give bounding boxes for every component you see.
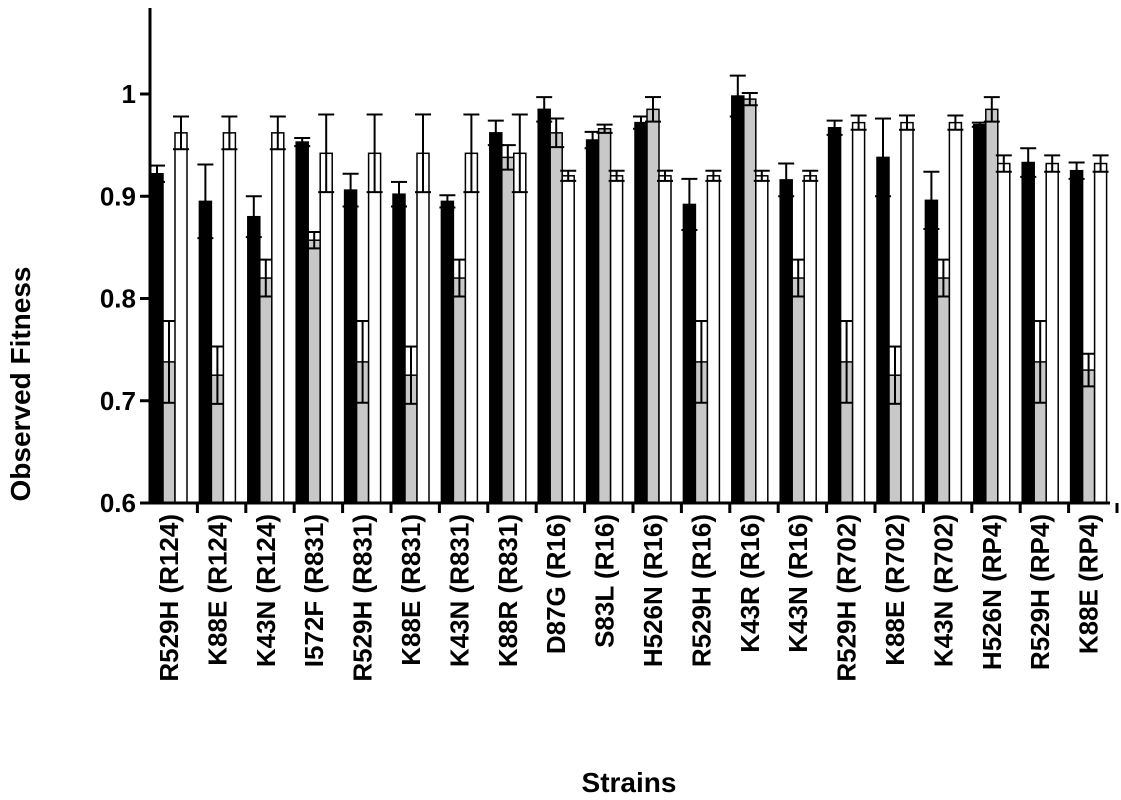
category-label: R529H (R831) xyxy=(348,514,378,682)
bar xyxy=(948,121,963,504)
bar xyxy=(658,175,672,504)
bar xyxy=(985,108,999,504)
category-label: R529H (R16) xyxy=(686,514,716,667)
bar xyxy=(1081,369,1096,504)
bar xyxy=(367,152,382,504)
bar xyxy=(259,277,273,504)
category-label: K43N (R831) xyxy=(444,514,474,667)
y-axis-title: Observed Fitness xyxy=(5,267,36,502)
bar xyxy=(1069,169,1084,504)
category-label: K88E (R702) xyxy=(880,514,910,666)
bar xyxy=(416,152,430,504)
bar xyxy=(174,132,188,504)
bar xyxy=(549,132,563,504)
category-label: K43R (R16) xyxy=(735,514,765,653)
bar xyxy=(779,179,793,504)
y-tick-label: 0.8 xyxy=(100,284,136,314)
y-tick-label: 0.6 xyxy=(100,488,136,518)
bar xyxy=(150,173,164,504)
bar xyxy=(1045,162,1059,504)
bar xyxy=(755,175,769,504)
bar xyxy=(295,141,309,504)
y-tick-label: 1 xyxy=(122,79,136,109)
bar xyxy=(706,175,721,504)
category-label: R529H (R124) xyxy=(154,514,184,682)
category-label: H526N (RP4) xyxy=(977,514,1007,670)
bar xyxy=(489,132,503,504)
bar xyxy=(731,95,745,504)
bar xyxy=(851,121,866,504)
bar xyxy=(743,98,757,504)
bar xyxy=(1093,162,1108,504)
category-label: R529H (RP4) xyxy=(1025,514,1055,670)
category-label: K88E (R124) xyxy=(202,514,232,666)
category-label: D87G (R16) xyxy=(541,514,571,654)
bar xyxy=(392,193,406,504)
bar xyxy=(791,277,805,504)
bar xyxy=(609,175,624,504)
bar xyxy=(307,239,321,504)
bar xyxy=(1021,161,1035,504)
category-label: S83L (R16) xyxy=(590,514,620,648)
bar xyxy=(343,189,358,504)
bar xyxy=(997,162,1011,504)
category-label: H526N (R16) xyxy=(638,514,668,667)
bar xyxy=(198,200,213,504)
bar xyxy=(271,132,285,504)
bar xyxy=(646,108,660,504)
bar xyxy=(585,139,600,504)
bar xyxy=(452,277,467,504)
y-ticks-layer: 0.6 0.7 0.8 0.9 1 xyxy=(100,79,150,518)
category-label: K43N (R124) xyxy=(251,514,281,667)
bar xyxy=(501,156,515,504)
bars-layer xyxy=(149,74,1109,504)
bar xyxy=(634,121,648,504)
category-label: K43N (R702) xyxy=(928,514,958,667)
category-label: K88E (R831) xyxy=(396,514,426,666)
bar xyxy=(973,123,987,504)
bar xyxy=(319,152,333,504)
bar xyxy=(803,175,817,504)
category-label: K88R (R831) xyxy=(493,514,523,667)
category-label: K43N (R16) xyxy=(783,514,813,653)
y-tick-label: 0.9 xyxy=(100,181,136,211)
bar xyxy=(924,199,939,504)
axes-layer xyxy=(148,8,1110,505)
bar xyxy=(464,152,479,504)
bar xyxy=(597,128,612,504)
bar xyxy=(561,175,575,504)
bar xyxy=(936,277,951,504)
x-axis-title: Strains xyxy=(582,767,677,798)
category-label: I572F (R831) xyxy=(299,514,329,667)
bar xyxy=(440,200,455,504)
bar xyxy=(900,121,914,504)
bar xyxy=(513,152,527,504)
bar xyxy=(876,156,890,504)
category-label: K88E (RP4) xyxy=(1074,514,1104,654)
bar xyxy=(682,203,697,504)
bar xyxy=(537,108,551,504)
y-tick-label: 0.7 xyxy=(100,386,136,416)
bar xyxy=(222,132,237,504)
category-label: R529H (R702) xyxy=(832,514,862,682)
bar xyxy=(827,126,842,504)
category-labels-layer: R529H (R124) K88E (R124) K43N (R124) I572F … xyxy=(154,503,1119,682)
